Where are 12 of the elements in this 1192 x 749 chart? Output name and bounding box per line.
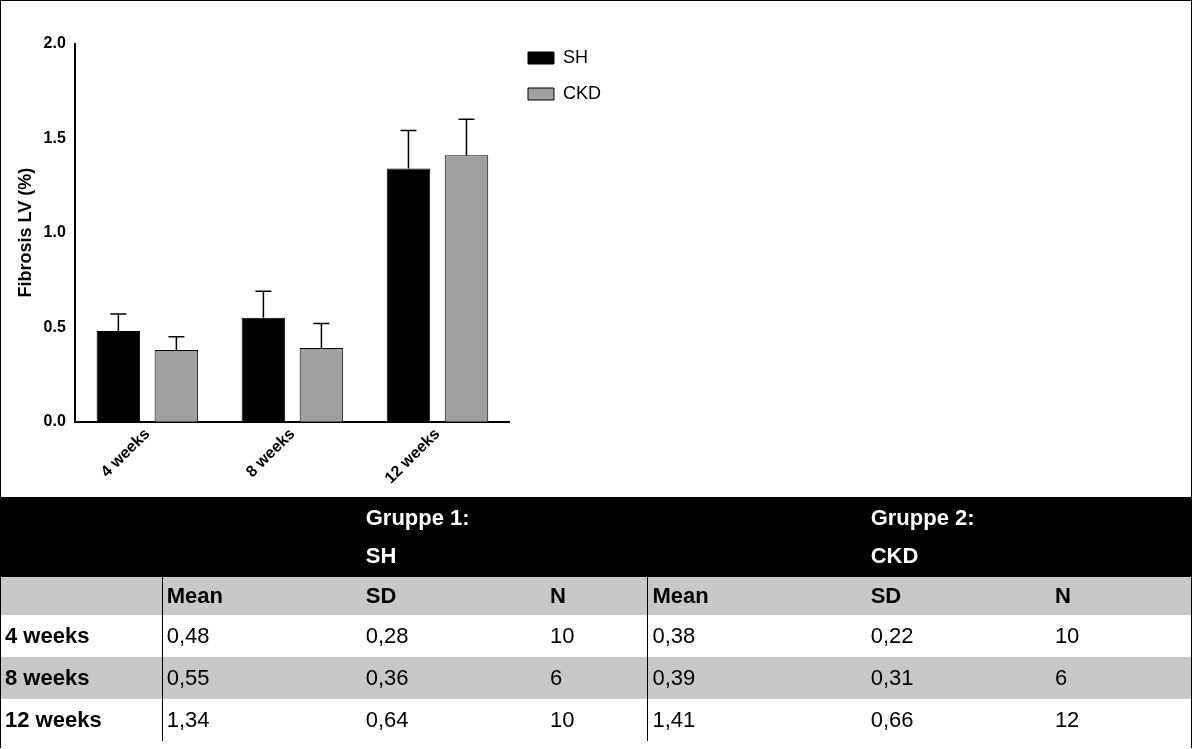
legend-label: CKD xyxy=(563,82,602,103)
y-tick-label: 0.5 xyxy=(43,317,66,335)
table-row: 12 weeks 1,34 0,64 10 1,41 0,66 12 xyxy=(1,699,1191,741)
legend-label: SH xyxy=(563,46,589,67)
y-tick-label: 1.0 xyxy=(43,223,66,241)
y-axis-title: Fibrosis LV (%) xyxy=(14,167,35,298)
table-header-row: Gruppe 1: SH Gruppe 2: CKD xyxy=(1,497,1191,577)
y-tick-label: 2.0 xyxy=(43,34,66,52)
y-tick-label: 1.5 xyxy=(43,128,66,146)
table-row: 8 weeks 0,55 0,36 6 0,39 0,31 6 xyxy=(1,657,1191,699)
y-tick-label: 0.0 xyxy=(43,412,66,430)
table-column-header-row: Mean SD N Mean SD N xyxy=(1,577,1191,615)
